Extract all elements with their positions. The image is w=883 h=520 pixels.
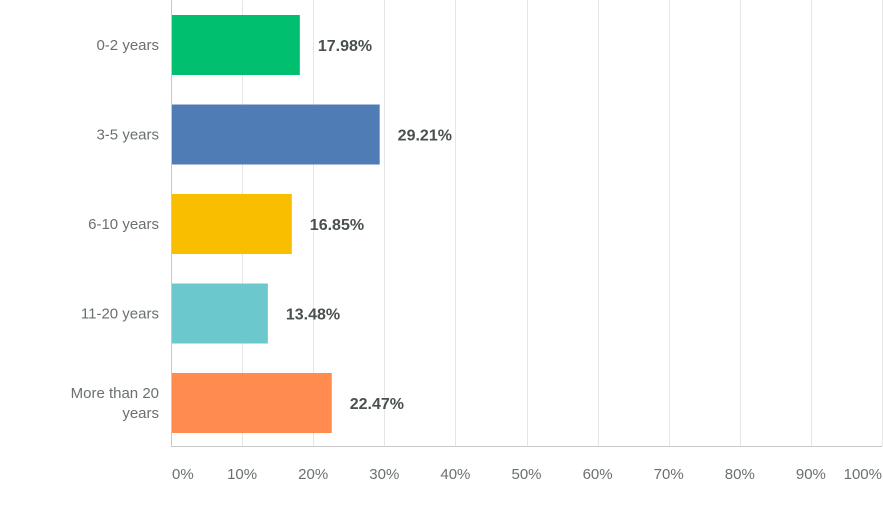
data-labels: 17.98% 29.21% 16.85% 13.48% 22.47% — [286, 38, 452, 413]
data-label-1: 29.21% — [398, 128, 452, 145]
data-label-2: 16.85% — [310, 217, 364, 234]
bars — [172, 15, 380, 433]
category-label-4-line-0: More than 20 — [71, 385, 159, 402]
x-tick-label-80: 80% — [725, 466, 755, 483]
x-tick-label-10: 10% — [227, 466, 257, 483]
x-tick-label-100: 100% — [844, 466, 882, 483]
category-labels: 0-2 years 3-5 years 6-10 years 11-20 years M… — [71, 37, 159, 422]
x-tick-label-40: 40% — [440, 466, 470, 483]
x-axis-tick-labels: 0% 10% 20% 30% 40% 50% 60% 70% 80% 90% 100% — [172, 466, 882, 483]
data-label-0: 17.98% — [318, 38, 372, 55]
category-label-1: 3-5 years — [96, 127, 159, 144]
data-label-3: 13.48% — [286, 307, 340, 324]
category-label-2: 6-10 years — [88, 216, 159, 233]
category-label-3: 11-20 years — [81, 306, 159, 323]
category-label-0: 0-2 years — [96, 37, 159, 54]
category-label-4-line-1: years — [122, 405, 159, 422]
x-tick-label-30: 30% — [369, 466, 399, 483]
data-label-4: 22.47% — [350, 396, 404, 413]
x-tick-label-70: 70% — [654, 466, 684, 483]
x-tick-label-0: 0% — [172, 466, 194, 483]
x-tick-label-20: 20% — [298, 466, 328, 483]
bar-4 — [172, 373, 332, 433]
bar-3 — [172, 283, 268, 344]
bar-0 — [172, 15, 300, 75]
x-tick-label-50: 50% — [511, 466, 541, 483]
x-tick-label-60: 60% — [583, 466, 613, 483]
bar-1 — [172, 104, 380, 165]
bar-2 — [172, 194, 292, 254]
x-tick-label-90: 90% — [796, 466, 826, 483]
